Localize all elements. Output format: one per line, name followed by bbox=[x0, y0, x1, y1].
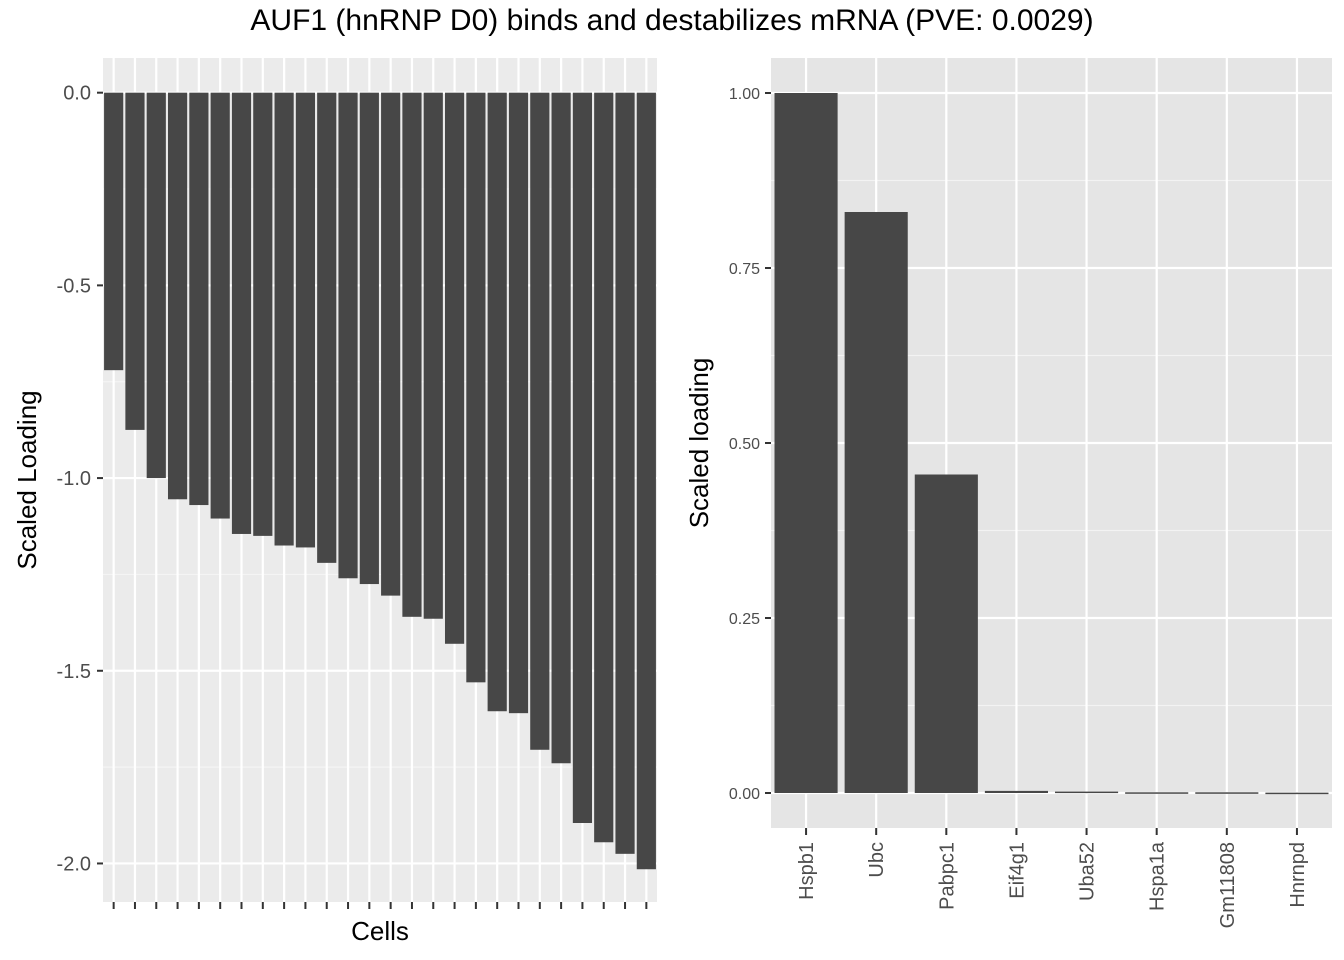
bar bbox=[359, 92, 379, 585]
bar bbox=[402, 92, 422, 617]
bar bbox=[572, 92, 593, 823]
bar bbox=[317, 92, 337, 563]
bar bbox=[189, 92, 209, 506]
bar bbox=[125, 92, 145, 430]
bar bbox=[253, 92, 273, 536]
chart-title: AUF1 (hnRNP D0) binds and destabilizes m… bbox=[250, 4, 1094, 37]
x-tick-label: Hspa1a bbox=[1147, 841, 1169, 911]
y-tick-label: -0.5 bbox=[57, 275, 91, 297]
y-axis-title: Scaled Loading bbox=[12, 390, 42, 569]
bar bbox=[274, 92, 294, 546]
bar bbox=[381, 92, 401, 596]
y-tick-label: 0.25 bbox=[729, 611, 760, 628]
bar bbox=[1195, 792, 1259, 794]
x-tick-label: Gm11808 bbox=[1217, 842, 1239, 928]
x-tick-label: Pabpc1 bbox=[936, 842, 958, 910]
bar bbox=[508, 92, 529, 714]
y-tick-label: 0.50 bbox=[729, 436, 760, 453]
y-tick-label: -1.0 bbox=[57, 468, 91, 490]
x-axis-title: Cells bbox=[351, 916, 409, 946]
bar bbox=[338, 92, 358, 579]
bar bbox=[844, 212, 908, 793]
bar bbox=[984, 790, 1048, 793]
bar bbox=[615, 92, 635, 854]
y-tick-label: 0.0 bbox=[63, 83, 91, 105]
bar bbox=[466, 92, 486, 683]
bar bbox=[594, 92, 614, 843]
x-tick-label: Eif4g1 bbox=[1006, 842, 1028, 899]
y-tick-label: 0.75 bbox=[729, 261, 760, 278]
bar bbox=[551, 92, 571, 764]
bar bbox=[231, 92, 252, 534]
y-tick-label: -1.5 bbox=[57, 661, 91, 683]
bar bbox=[146, 92, 166, 479]
bar bbox=[104, 92, 124, 371]
bar bbox=[1125, 792, 1189, 794]
bar bbox=[636, 92, 656, 870]
bar bbox=[295, 92, 316, 548]
y-tick-label: -2.0 bbox=[57, 853, 91, 875]
bar bbox=[487, 92, 507, 712]
bar bbox=[423, 92, 443, 619]
x-tick-label: Hnrnpd bbox=[1287, 842, 1309, 908]
bar bbox=[530, 92, 550, 750]
bar bbox=[167, 92, 188, 500]
x-tick-label: Ubc bbox=[866, 842, 888, 878]
bar bbox=[210, 92, 230, 519]
y-tick-label: 0.00 bbox=[729, 786, 760, 803]
bar bbox=[914, 474, 978, 793]
x-tick-label: Hspb1 bbox=[796, 842, 818, 900]
y-axis-title: Scaled loading bbox=[684, 358, 714, 529]
bar bbox=[1265, 792, 1329, 795]
y-tick-label: 1.00 bbox=[729, 86, 760, 103]
bar bbox=[774, 93, 838, 793]
bar bbox=[1055, 791, 1119, 794]
x-tick-label: Uba52 bbox=[1077, 842, 1099, 901]
bar bbox=[444, 92, 465, 644]
